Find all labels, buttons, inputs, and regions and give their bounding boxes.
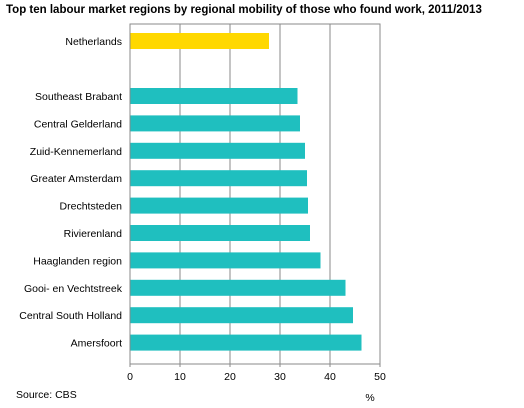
bar: [130, 279, 346, 296]
category-label: Haaglanden region: [33, 255, 122, 267]
x-tick-label: 20: [224, 371, 236, 383]
category-label: Central South Holland: [19, 310, 122, 322]
bar: [130, 252, 321, 269]
bar: [130, 307, 353, 324]
category-label: Greater Amsterdam: [30, 173, 122, 185]
source-note: Source: CBS: [16, 389, 77, 401]
x-tick-label: 30: [274, 371, 286, 383]
bar: [130, 115, 300, 132]
category-label: Netherlands: [65, 36, 122, 48]
bar: [130, 88, 298, 104]
category-label: Zuid-Kennemerland: [30, 146, 122, 158]
category-label: Rivierenland: [64, 228, 123, 240]
bar: [130, 225, 310, 241]
bar: [130, 334, 362, 351]
bar: [130, 170, 307, 187]
bar: [130, 197, 308, 214]
x-tick-label: 50: [374, 371, 386, 383]
chart-title: Top ten labour market regions by regiona…: [6, 4, 482, 16]
category-label: Central Gelderland: [34, 118, 122, 130]
bar: [130, 142, 305, 159]
category-label: Drechtsteden: [60, 201, 123, 213]
x-axis-label: %: [365, 392, 374, 404]
bar: [130, 33, 269, 49]
category-label: Amersfoort: [71, 338, 122, 350]
category-label: Southeast Brabant: [35, 91, 122, 103]
x-tick-label: 0: [127, 371, 133, 383]
category-label: Gooi- en Vechtstreek: [24, 283, 123, 295]
x-tick-label: 40: [324, 371, 336, 383]
x-tick-label: 10: [174, 371, 186, 383]
